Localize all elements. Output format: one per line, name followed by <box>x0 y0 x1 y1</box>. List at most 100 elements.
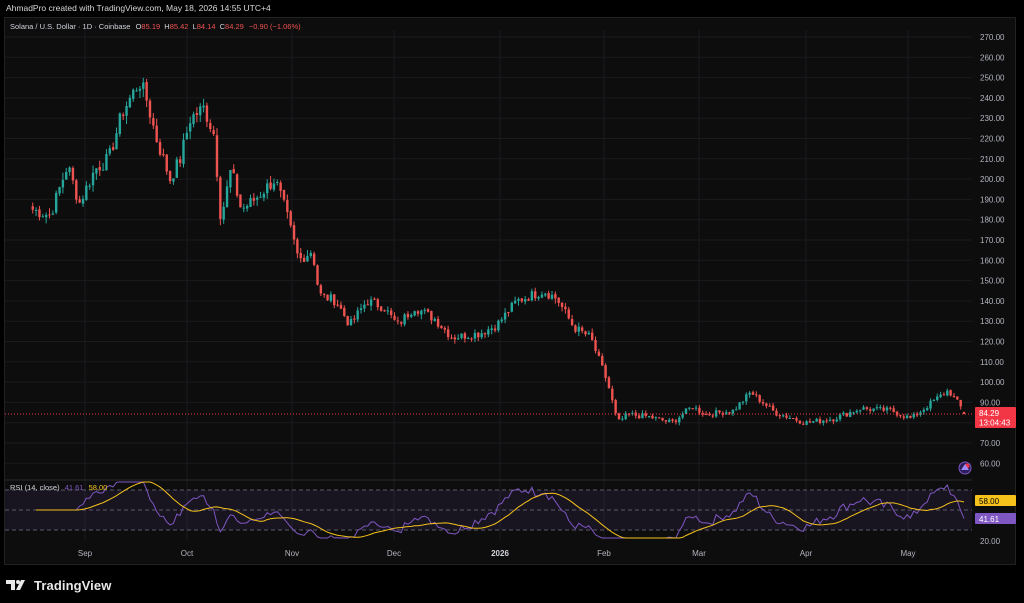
candle-body <box>222 206 225 220</box>
candle-body <box>406 313 410 318</box>
candle-body <box>400 322 403 324</box>
close-label: C <box>220 22 226 31</box>
time-axis[interactable]: Sep Oct Nov Dec 2026 Feb Mar Apr May <box>78 549 916 558</box>
candle-body <box>909 415 912 418</box>
candle-body <box>363 304 366 309</box>
price-axis-label: 160.00 <box>980 256 1005 265</box>
candle-body <box>671 419 674 421</box>
brand-name: TradingView <box>34 577 112 593</box>
candle-body <box>560 302 564 307</box>
candle-body <box>527 299 530 301</box>
price-axis-label: 120.00 <box>980 338 1005 347</box>
time-axis-label: Oct <box>181 549 194 558</box>
candle-body <box>212 130 215 135</box>
event-marker-icon[interactable] <box>958 461 972 475</box>
candle-body <box>661 417 664 421</box>
rsi-ma-line <box>36 481 965 539</box>
candle-body <box>872 408 875 411</box>
candle-body <box>376 299 379 308</box>
candle-body <box>245 205 249 209</box>
time-axis-label: Mar <box>692 549 706 558</box>
candle-body <box>493 328 497 331</box>
chart-panel[interactable] <box>4 17 1016 565</box>
candle-body <box>550 294 554 299</box>
candle-body <box>604 365 607 378</box>
candle-body <box>430 311 433 321</box>
candle-body <box>540 294 544 298</box>
candle-body <box>255 197 259 200</box>
candle-body <box>373 298 376 300</box>
price-axis-label: 220.00 <box>980 135 1005 144</box>
chart-legend: Solana / U.S. Dollar · 1D · Coinbase O85… <box>10 22 301 31</box>
candle-body <box>925 408 929 411</box>
candle-body <box>611 388 614 401</box>
candle-body <box>956 396 959 400</box>
open-value: 85.19 <box>141 22 160 31</box>
candle-body <box>182 139 185 165</box>
candle-body <box>664 420 668 422</box>
candlestick-series[interactable] <box>31 77 966 426</box>
candle-body <box>554 293 557 299</box>
candle-body <box>741 401 745 403</box>
candle-body <box>235 174 239 196</box>
candle-body <box>135 90 138 92</box>
candle-body <box>118 113 122 135</box>
candle-body <box>838 414 842 420</box>
candle-body <box>902 416 905 418</box>
candle-body <box>684 408 688 414</box>
candle-body <box>85 185 88 201</box>
price-axis-label: 270.00 <box>980 33 1005 42</box>
close-value: 84.29 <box>225 22 244 31</box>
candle-body <box>48 214 51 216</box>
candle-body <box>343 307 346 316</box>
candle-body <box>510 302 513 312</box>
candle-body <box>745 394 748 402</box>
rsi-axis-label: 20.00 <box>980 537 1001 546</box>
candle-body <box>142 82 145 89</box>
candle-body <box>775 410 778 416</box>
candle-body <box>822 420 825 423</box>
candle-body <box>155 125 158 143</box>
candle-body <box>567 309 570 319</box>
candle-body <box>570 319 574 326</box>
candle-body <box>644 413 647 417</box>
candle-body <box>446 329 450 338</box>
candle-body <box>852 412 855 414</box>
footer-logo[interactable]: TradingView <box>6 575 111 595</box>
candle-body <box>674 420 678 423</box>
candle-body <box>477 332 480 338</box>
candle-body <box>239 194 242 208</box>
candle-body <box>205 105 209 122</box>
rsi-ma-legend-value: 58.00 <box>89 483 108 492</box>
candle-body <box>798 420 802 424</box>
candle-body <box>108 148 111 154</box>
candle-body <box>624 413 627 420</box>
price-axis-label: 190.00 <box>980 195 1005 204</box>
candle-body <box>607 377 611 389</box>
candle-body <box>544 293 547 296</box>
candle-body <box>185 132 189 140</box>
candle-body <box>138 88 142 91</box>
candle-body <box>701 412 704 415</box>
candle-body <box>319 285 323 294</box>
candle-body <box>855 410 859 413</box>
candle-body <box>426 309 430 312</box>
candle-body <box>678 417 681 423</box>
candle-body <box>383 310 386 312</box>
price-axis[interactable]: 270.00 260.00 250.00 240.00 230.00 220.00 210.… <box>980 33 1005 468</box>
candle-body <box>939 394 942 398</box>
candle-body <box>497 320 500 331</box>
candle-body <box>617 413 621 420</box>
candle-body <box>889 407 892 409</box>
candle-body <box>339 304 343 309</box>
candle-body <box>818 419 822 423</box>
candle-body <box>657 417 661 419</box>
symbol-title: Solana / U.S. Dollar · 1D · Coinbase <box>10 22 130 31</box>
candle-body <box>309 253 312 256</box>
candle-body <box>842 412 845 415</box>
candle-body <box>781 415 785 417</box>
candle-body <box>962 412 966 414</box>
candle-body <box>768 405 771 407</box>
time-axis-label: May <box>900 549 915 558</box>
